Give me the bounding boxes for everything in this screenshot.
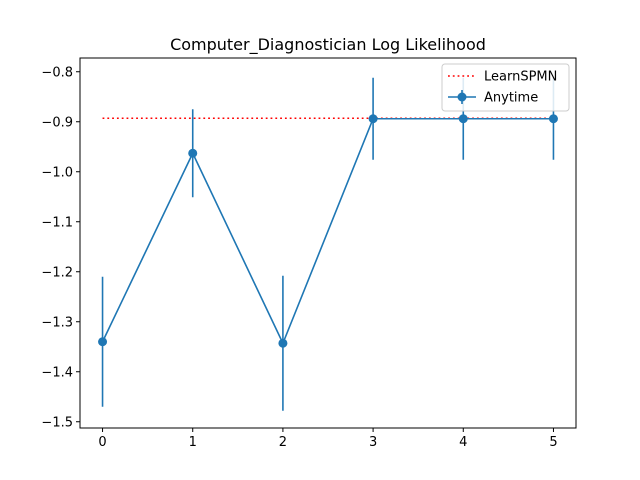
y-tick-label: −1.2 <box>41 265 73 280</box>
y-tick-label: −1.1 <box>41 215 73 230</box>
y-tick-label: −1.0 <box>41 165 73 180</box>
legend-learnspmn-label: LearnSPMN <box>484 70 557 85</box>
y-tick-label: −0.8 <box>41 65 73 80</box>
anytime-point <box>548 114 558 124</box>
plot-layer <box>98 77 558 411</box>
plot-frame <box>79 57 577 429</box>
legend-anytime-label: Anytime <box>484 91 538 106</box>
x-tick-label: 3 <box>369 435 377 450</box>
x-tick-label: 0 <box>98 435 106 450</box>
y-tick-label: −1.3 <box>41 315 73 330</box>
anytime-point <box>188 148 198 158</box>
x-tick-label: 2 <box>279 435 287 450</box>
chart-title: Computer_Diagnostician Log Likelihood <box>170 35 486 55</box>
anytime-point <box>98 337 108 347</box>
anytime-point <box>368 114 378 124</box>
x-tick-label: 5 <box>549 435 557 450</box>
anytime-point <box>278 338 288 348</box>
y-tick-label: −0.9 <box>41 115 73 130</box>
y-tick-label: −1.4 <box>41 365 73 380</box>
anytime-line <box>101 117 554 346</box>
y-tick-label: −1.5 <box>41 415 73 430</box>
x-tick-label: 4 <box>459 435 467 450</box>
anytime-point <box>458 114 468 124</box>
legend: LearnSPMN Anytime <box>441 63 570 112</box>
x-tick-label: 1 <box>189 435 197 450</box>
legend-anytime-marker <box>457 92 467 102</box>
axes-layer: 0 1 2 3 4 5 −0.8 −0.9 −1.0 −1.1 −1.2 −1.3 −1.4 −1.5 <box>41 57 577 450</box>
